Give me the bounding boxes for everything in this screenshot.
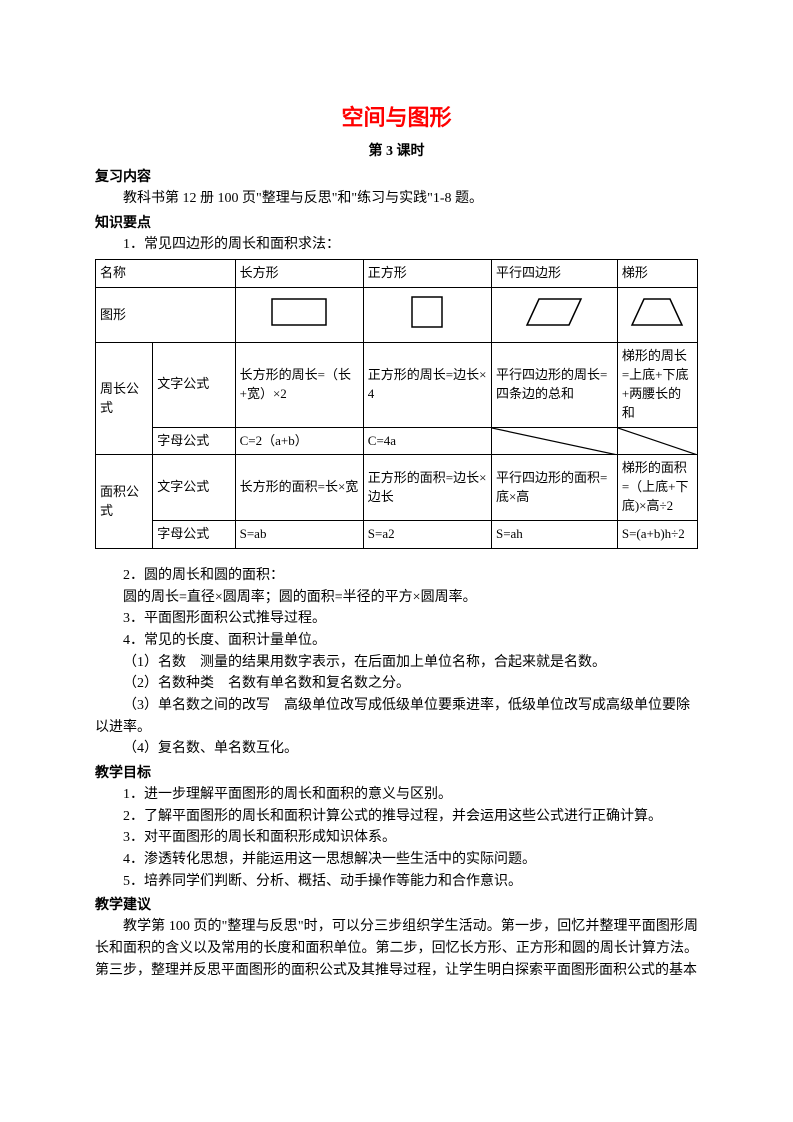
- shape-parallelogram: [491, 288, 617, 343]
- row-shape-label: 图形: [96, 288, 236, 343]
- row-area-label: 面积公式: [96, 455, 153, 548]
- area-letter-square: S=a2: [363, 520, 491, 548]
- jianyi-p: 教学第 100 页的"整理与反思"时，可以分三步组织学生活动。第一步，回忆并整理…: [95, 916, 698, 981]
- p4c: （3）单名数之间的改写 高级单位改写成低级单位要乘进率，低级单位改写成高级单位要…: [95, 695, 698, 738]
- area-letter-trap: S=(a+b)h÷2: [617, 520, 697, 548]
- page-subtitle: 第 3 课时: [95, 140, 698, 160]
- p2b: 圆的周长=直径×圆周率；圆的面积=半径的平方×圆周率。: [95, 587, 698, 609]
- section-heading-fuxi: 复习内容: [95, 166, 698, 186]
- th-square: 正方形: [363, 260, 491, 288]
- area-letter-para: S=ah: [491, 520, 617, 548]
- letter-formula-label-2: 字母公式: [153, 520, 235, 548]
- square-icon: [410, 295, 444, 329]
- perim-text-square: 正方形的周长=边长×4: [363, 343, 491, 427]
- p3: 3．平面图形面积公式推导过程。: [95, 608, 698, 630]
- area-text-square: 正方形的面积=边长×边长: [363, 455, 491, 521]
- th-rect: 长方形: [235, 260, 363, 288]
- fuxi-content: 教科书第 12 册 100 页"整理与反思"和"练习与实践"1-8 题。: [95, 188, 698, 210]
- spacer: [95, 557, 698, 565]
- page-title: 空间与图形: [95, 100, 698, 132]
- m4: 4．渗透转化思想，并能运用这一思想解决一些生活中的实际问题。: [95, 849, 698, 871]
- p2: 2．圆的周长和圆的面积：: [95, 565, 698, 587]
- text-formula-label-2: 文字公式: [153, 455, 235, 521]
- shape-trapezoid: [617, 288, 697, 343]
- th-para: 平行四边形: [491, 260, 617, 288]
- table-row: 名称 长方形 正方形 平行四边形 梯形: [96, 260, 698, 288]
- p4: 4．常见的长度、面积计量单位。: [95, 630, 698, 652]
- rectangle-icon: [270, 297, 328, 327]
- diagonal-icon: [618, 428, 697, 455]
- row-perim-label: 周长公式: [96, 343, 153, 455]
- area-letter-rect: S=ab: [235, 520, 363, 548]
- p4b: （2）名数种类 名数有单名数和复名数之分。: [95, 673, 698, 695]
- formula-table: 名称 长方形 正方形 平行四边形 梯形 图形 周长公式 文字公式 长方形的周长=: [95, 259, 698, 548]
- section-heading-jianyi: 教学建议: [95, 894, 698, 914]
- shape-square: [363, 288, 491, 343]
- th-name: 名称: [96, 260, 236, 288]
- p4d: （4）复名数、单名数互化。: [95, 738, 698, 760]
- diagonal-icon: [492, 428, 617, 455]
- perim-text-trap: 梯形的周长=上底+下底+两腰长的和: [617, 343, 697, 427]
- text-formula-label: 文字公式: [153, 343, 235, 427]
- perim-letter-square: C=4a: [363, 427, 491, 455]
- letter-formula-label: 字母公式: [153, 427, 235, 455]
- trapezoid-icon: [630, 297, 684, 327]
- table-row: 字母公式 S=ab S=a2 S=ah S=(a+b)h÷2: [96, 520, 698, 548]
- p4a: （1）名数 测量的结果用数字表示，在后面加上单位名称，合起来就是名数。: [95, 652, 698, 674]
- perim-letter-para-empty: [491, 427, 617, 455]
- section-heading-mubiao: 教学目标: [95, 762, 698, 782]
- m1: 1．进一步理解平面图形的周长和面积的意义与区别。: [95, 784, 698, 806]
- table-row: 周长公式 文字公式 长方形的周长=（长+宽）×2 正方形的周长=边长×4 平行四…: [96, 343, 698, 427]
- table-row: 图形: [96, 288, 698, 343]
- zhishi-p1: 1．常见四边形的周长和面积求法：: [95, 234, 698, 256]
- page: 空间与图形 第 3 课时 复习内容 教科书第 12 册 100 页"整理与反思"…: [0, 0, 793, 1122]
- m2: 2．了解平面图形的周长和面积计算公式的推导过程，并会运用这些公式进行正确计算。: [95, 806, 698, 828]
- area-text-trap: 梯形的面积=（上底+下底)×高÷2: [617, 455, 697, 521]
- perim-text-rect: 长方形的周长=（长+宽）×2: [235, 343, 363, 427]
- area-text-rect: 长方形的面积=长×宽: [235, 455, 363, 521]
- parallelogram-icon: [525, 297, 583, 327]
- m5: 5．培养同学们判断、分析、概括、动手操作等能力和合作意识。: [95, 871, 698, 893]
- section-heading-zhishi: 知识要点: [95, 212, 698, 232]
- table-row: 面积公式 文字公式 长方形的面积=长×宽 正方形的面积=边长×边长 平行四边形的…: [96, 455, 698, 521]
- table-row: 字母公式 C=2（a+b） C=4a: [96, 427, 698, 455]
- m3: 3．对平面图形的周长和面积形成知识体系。: [95, 827, 698, 849]
- perim-letter-rect: C=2（a+b）: [235, 427, 363, 455]
- shape-rect: [235, 288, 363, 343]
- perim-text-para: 平行四边形的周长=四条边的总和: [491, 343, 617, 427]
- th-trap: 梯形: [617, 260, 697, 288]
- area-text-para: 平行四边形的面积=底×高: [491, 455, 617, 521]
- perim-letter-trap-empty: [617, 427, 697, 455]
